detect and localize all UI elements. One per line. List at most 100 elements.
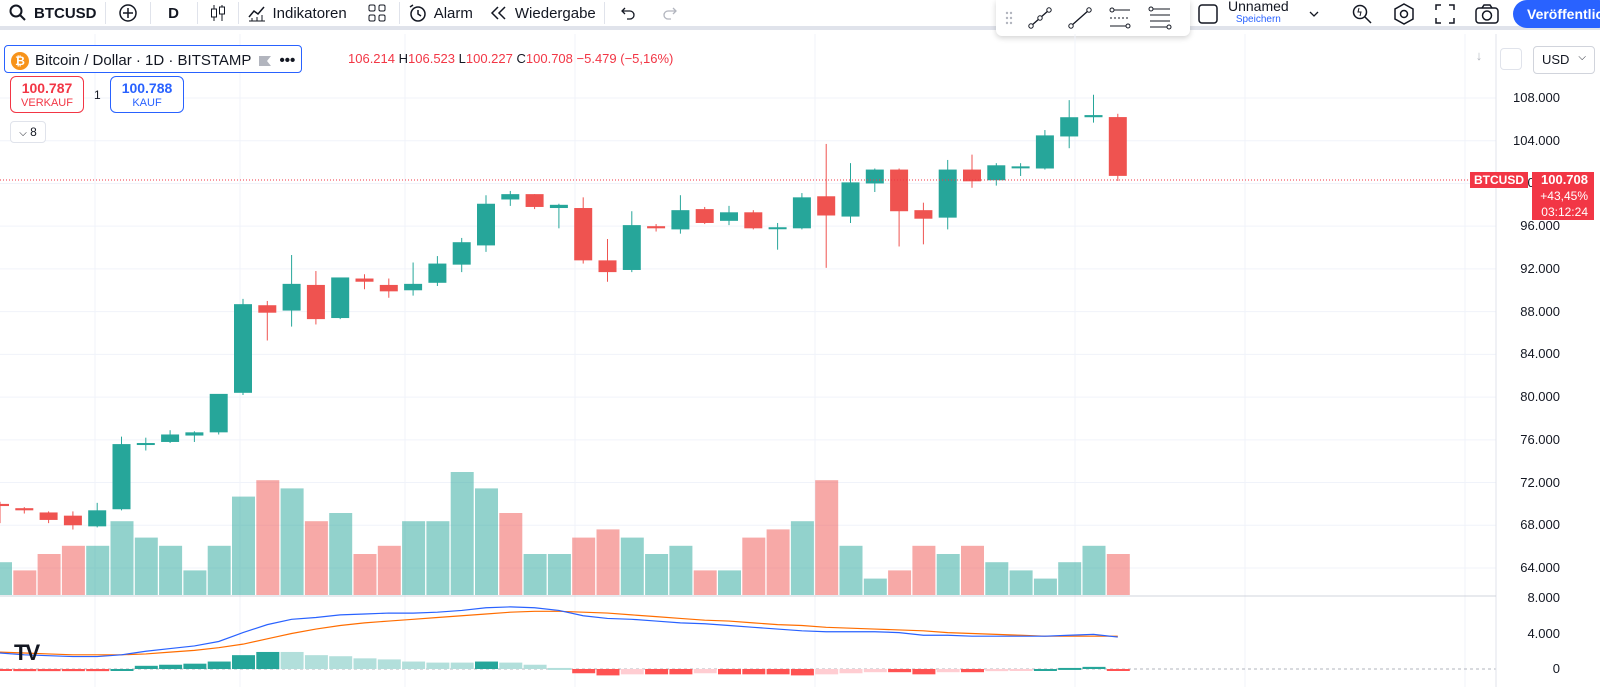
tag-price: 100.708 [1541,172,1588,187]
grid-icon [368,4,386,22]
compare-button[interactable] [106,0,150,28]
volume-bar [888,570,912,595]
macd-histogram-bar [0,669,12,671]
indicators-collapse-button[interactable]: ⌵ 8 [10,121,46,143]
fib-retracement-icon[interactable] [1146,4,1174,32]
volume-bar [718,570,741,595]
parallel-channel-icon[interactable] [1106,4,1134,32]
replay-button[interactable]: Wiedergabe [481,0,604,28]
macd-histogram-bar [547,667,571,670]
candle-body [88,510,107,527]
macd-histogram-bar [936,669,960,673]
chart-type-button[interactable] [198,0,238,28]
macd-histogram-bar [450,662,474,669]
redo-button[interactable] [649,0,693,28]
candle-body [865,169,884,184]
bitcoin-logo-icon: ₿ [11,51,29,70]
macd-axis-label: 4.000 [1527,625,1560,641]
candle-body [768,227,787,230]
candle-body [452,242,471,265]
scroll-down-icon[interactable]: ↓ [1475,48,1483,63]
candle-body [161,434,180,442]
macd-histogram-bar [815,669,839,675]
undo-button[interactable] [605,0,649,28]
macd-histogram-bar [86,669,110,672]
volume-bar [863,578,887,595]
price-axis-label: 104.000 [1513,132,1560,148]
tradingview-logo[interactable]: TV [14,640,40,665]
volume-bar [232,496,255,595]
sell-label: VERKAUF [21,97,73,109]
price-axis-label: 108.000 [1513,90,1560,105]
macd-histogram-bar [742,669,766,675]
macd-signal-line [0,610,1118,656]
layout-square-icon[interactable] [1197,3,1219,25]
save-link[interactable]: Speichern [1235,14,1281,25]
symbol-search-button[interactable]: BTCUSD [0,0,105,28]
macd-histogram-bar [37,669,61,672]
rewind-icon [490,6,506,20]
candle-body [379,284,398,292]
tag-values: 100.708 +43,45% 03:12:24 [1532,172,1594,220]
drag-handle-icon[interactable] [1004,8,1014,28]
macd-histogram-bar [1082,666,1106,669]
macd-histogram-bar [718,669,741,675]
volume-bar [1009,570,1033,595]
trend-line-icon[interactable] [1026,4,1054,32]
candle-body [1011,166,1030,169]
volume-bar [596,529,620,595]
volume-bar [790,521,814,595]
candle-body [501,194,520,200]
volume-bar [1058,562,1082,595]
chart-canvas[interactable] [0,34,1600,687]
chevron-down-icon[interactable] [1308,8,1320,20]
indicators-button[interactable]: Indikatoren [239,0,355,28]
buy-button[interactable]: 100.788 KAUF [110,76,184,113]
drawing-favorites-toolbar [996,0,1190,36]
candle-body [15,508,34,511]
price-axis-label: 76.000 [1520,431,1560,447]
macd-histogram-bar [523,664,547,669]
sell-button[interactable]: 100.787 VERKAUF [10,76,84,113]
currency-select[interactable]: USD ⌵ [1533,46,1595,74]
volume-bar [426,521,450,595]
volume-bar [815,480,839,595]
symbol-legend[interactable]: ₿ Bitcoin / Dollar · 1D · BITSTAMP ••• [4,45,303,73]
maximize-pane-icon[interactable] [1500,48,1522,70]
publish-button[interactable]: Veröffentlichen [1513,0,1600,28]
fullscreen-icon[interactable] [1434,3,1456,25]
ray-line-icon[interactable] [1066,4,1094,32]
layout-name-button[interactable]: Unnamed Speichern [1228,0,1289,26]
volume-bar [207,545,231,595]
volume-bar [912,545,936,595]
macd-histogram-bar [159,664,183,669]
candle-body [914,210,933,219]
chevron-down-icon: ⌵ [1578,52,1586,63]
chevron-down-icon: ⌵ [19,128,27,139]
camera-icon[interactable] [1474,2,1500,26]
price-axis-label: 88.000 [1520,303,1560,319]
order-quantity[interactable]: 1 [94,88,101,102]
interval-button[interactable]: D [151,0,197,28]
ohlc-values: 106.214 H106.523 L100.227 C100.708 −5.47… [348,51,674,66]
macd-line [0,606,1118,658]
sell-price: 100.787 [21,80,73,96]
macd-histogram-bar [620,669,644,675]
volume-bar [450,472,474,595]
quick-search-icon[interactable] [1350,2,1374,26]
alarm-clock-icon [409,4,426,22]
settings-hex-icon[interactable] [1392,2,1416,26]
divider [237,2,239,24]
layout-name: Unnamed [1228,0,1289,14]
candle-body [112,444,131,510]
tag-countdown: 03:12:24 [1541,205,1588,219]
flag-icon[interactable] [257,54,273,68]
templates-button[interactable] [355,0,399,28]
volume-bar [766,529,790,595]
buy-label: KAUF [132,97,162,109]
more-dots-icon[interactable]: ••• [279,52,296,69]
volume-bar [159,545,183,595]
volume-bar [377,545,401,595]
alert-button[interactable]: Alarm [400,0,481,28]
macd-histogram-bar [280,651,304,669]
